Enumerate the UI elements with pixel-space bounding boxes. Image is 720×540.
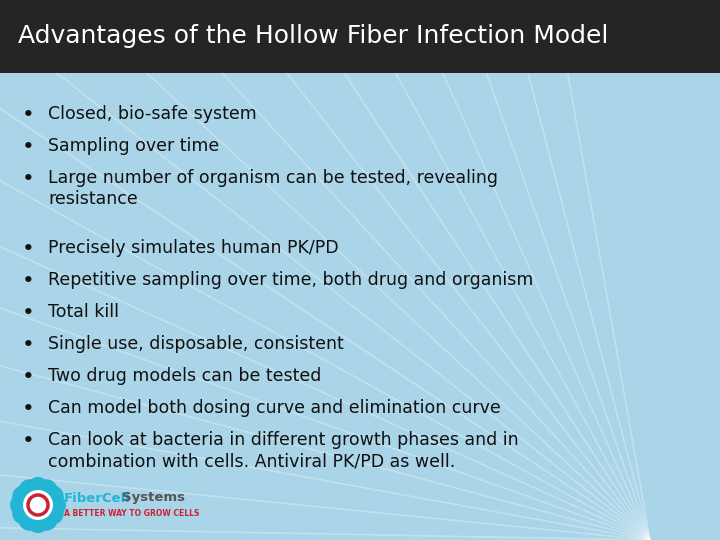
Text: Sampling over time: Sampling over time <box>48 137 220 155</box>
Text: •: • <box>22 105 35 125</box>
Text: Closed, bio-safe system: Closed, bio-safe system <box>48 105 257 123</box>
Circle shape <box>35 480 58 501</box>
Circle shape <box>27 477 49 499</box>
Circle shape <box>23 490 53 520</box>
Text: •: • <box>22 169 35 189</box>
Text: •: • <box>22 367 35 387</box>
Text: •: • <box>22 303 35 323</box>
Text: Large number of organism can be tested, revealing
resistance: Large number of organism can be tested, … <box>48 169 498 208</box>
Circle shape <box>19 509 40 531</box>
Text: •: • <box>22 399 35 419</box>
Text: Precisely simulates human PK/PD: Precisely simulates human PK/PD <box>48 239 338 257</box>
Bar <box>0 0 720 73</box>
Circle shape <box>19 480 40 501</box>
Text: Can look at bacteria in different growth phases and in
combination with cells. A: Can look at bacteria in different growth… <box>48 431 518 470</box>
Text: Two drug models can be tested: Two drug models can be tested <box>48 367 321 385</box>
Text: Can model both dosing curve and elimination curve: Can model both dosing curve and eliminat… <box>48 399 500 417</box>
Text: FiberCell: FiberCell <box>64 491 131 504</box>
Text: Repetitive sampling over time, both drug and organism: Repetitive sampling over time, both drug… <box>48 271 534 289</box>
Circle shape <box>10 494 32 516</box>
Circle shape <box>35 509 58 531</box>
Circle shape <box>27 511 49 533</box>
Text: Single use, disposable, consistent: Single use, disposable, consistent <box>48 335 343 353</box>
Circle shape <box>42 485 64 508</box>
Text: •: • <box>22 271 35 291</box>
Text: Advantages of the Hollow Fiber Infection Model: Advantages of the Hollow Fiber Infection… <box>18 24 608 49</box>
Circle shape <box>12 485 35 508</box>
Text: A BETTER WAY TO GROW CELLS: A BETTER WAY TO GROW CELLS <box>64 510 199 518</box>
Circle shape <box>44 494 66 516</box>
Text: •: • <box>22 137 35 157</box>
Circle shape <box>42 503 64 524</box>
Text: •: • <box>22 239 35 259</box>
Text: •: • <box>22 431 35 451</box>
Text: Total kill: Total kill <box>48 303 119 321</box>
Circle shape <box>12 503 35 524</box>
Text: •: • <box>22 335 35 355</box>
Text: Systems: Systems <box>122 491 185 504</box>
